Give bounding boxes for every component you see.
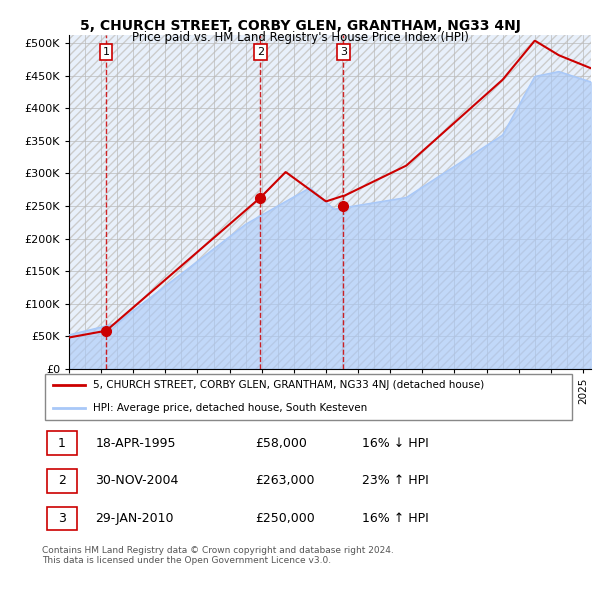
Text: 16% ↑ HPI: 16% ↑ HPI xyxy=(362,512,429,525)
Text: 2: 2 xyxy=(257,47,264,57)
Text: 5, CHURCH STREET, CORBY GLEN, GRANTHAM, NG33 4NJ (detached house): 5, CHURCH STREET, CORBY GLEN, GRANTHAM, … xyxy=(93,380,484,390)
Text: 1: 1 xyxy=(103,47,109,57)
FancyBboxPatch shape xyxy=(47,431,77,455)
Text: 30-NOV-2004: 30-NOV-2004 xyxy=(95,474,179,487)
Text: Contains HM Land Registry data © Crown copyright and database right 2024.
This d: Contains HM Land Registry data © Crown c… xyxy=(42,546,394,565)
Text: £58,000: £58,000 xyxy=(256,437,307,450)
Text: 23% ↑ HPI: 23% ↑ HPI xyxy=(362,474,429,487)
Text: 3: 3 xyxy=(58,512,65,525)
FancyBboxPatch shape xyxy=(47,469,77,493)
Text: 29-JAN-2010: 29-JAN-2010 xyxy=(95,512,174,525)
Text: 2: 2 xyxy=(58,474,65,487)
Text: 5, CHURCH STREET, CORBY GLEN, GRANTHAM, NG33 4NJ: 5, CHURCH STREET, CORBY GLEN, GRANTHAM, … xyxy=(80,19,520,33)
Text: 18-APR-1995: 18-APR-1995 xyxy=(95,437,176,450)
Text: £250,000: £250,000 xyxy=(256,512,316,525)
Text: HPI: Average price, detached house, South Kesteven: HPI: Average price, detached house, Sout… xyxy=(93,403,367,413)
Text: 16% ↓ HPI: 16% ↓ HPI xyxy=(362,437,429,450)
FancyBboxPatch shape xyxy=(47,507,77,530)
FancyBboxPatch shape xyxy=(44,373,572,420)
Text: 3: 3 xyxy=(340,47,347,57)
Text: 1: 1 xyxy=(58,437,65,450)
Text: £263,000: £263,000 xyxy=(256,474,315,487)
Text: Price paid vs. HM Land Registry's House Price Index (HPI): Price paid vs. HM Land Registry's House … xyxy=(131,31,469,44)
